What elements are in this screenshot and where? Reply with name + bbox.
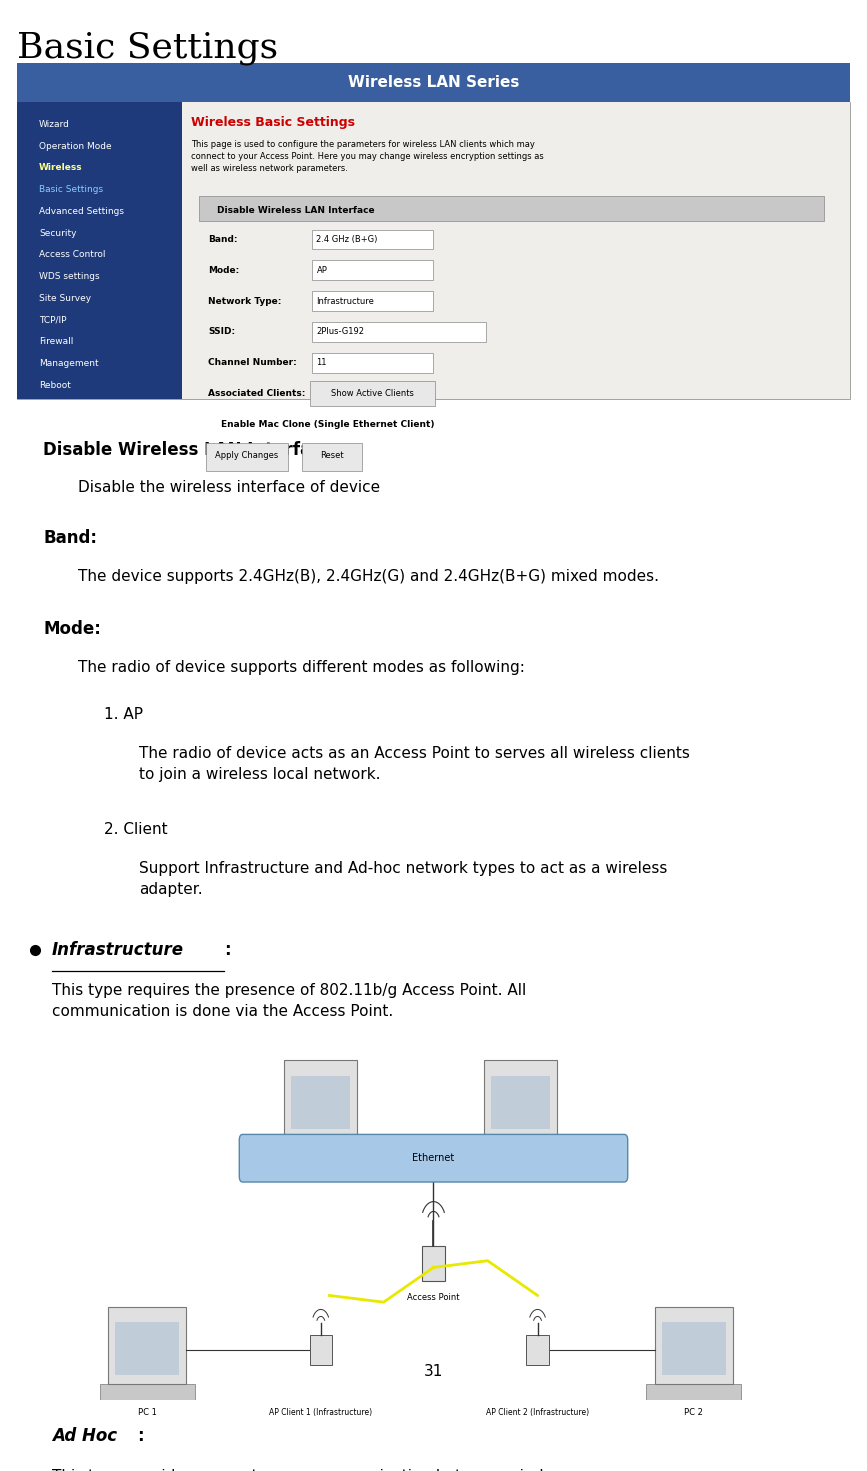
FancyBboxPatch shape [312,229,434,249]
Text: Apply Changes: Apply Changes [216,450,278,459]
Text: 1. AP: 1. AP [104,708,143,722]
Text: 11: 11 [316,359,327,368]
FancyBboxPatch shape [312,353,434,372]
FancyBboxPatch shape [17,63,850,103]
FancyBboxPatch shape [422,1246,445,1281]
Text: SSID:: SSID: [208,328,235,337]
FancyBboxPatch shape [491,1075,550,1128]
FancyBboxPatch shape [310,1334,332,1365]
Text: Associated Clients:: Associated Clients: [208,388,305,399]
Text: Access Point: Access Point [407,1293,460,1302]
Text: Support Infrastructure and Ad-hoc network types to act as a wireless
adapter.: Support Infrastructure and Ad-hoc networ… [139,862,667,897]
Text: :: : [224,941,231,959]
FancyBboxPatch shape [291,1075,350,1128]
FancyBboxPatch shape [484,1061,557,1137]
Text: Security: Security [39,228,76,238]
FancyBboxPatch shape [115,1322,179,1375]
Text: Band:: Band: [208,235,238,244]
Text: Network Type:: Network Type: [208,297,282,306]
FancyBboxPatch shape [17,103,850,399]
FancyBboxPatch shape [312,291,434,310]
Text: 2.4 GHz (B+G): 2.4 GHz (B+G) [316,235,378,244]
Text: AP: AP [316,266,328,275]
FancyBboxPatch shape [239,1134,628,1183]
Text: This page is used to configure the parameters for wireless LAN clients which may: This page is used to configure the param… [191,140,544,172]
FancyBboxPatch shape [17,103,182,399]
Text: Wizard: Wizard [39,119,70,129]
FancyBboxPatch shape [284,1061,357,1137]
Text: PC 1: PC 1 [138,1408,157,1417]
Text: Firewall: Firewall [39,337,74,347]
Text: Disable the wireless interface of device: Disable the wireless interface of device [78,481,380,496]
FancyBboxPatch shape [655,1306,733,1384]
FancyBboxPatch shape [475,1137,565,1155]
Text: Ad Hoc: Ad Hoc [52,1427,117,1445]
Text: Reset: Reset [320,450,343,459]
Text: 31: 31 [424,1365,443,1380]
Text: Ethernet: Ethernet [413,1153,454,1164]
Text: The radio of device acts as an Access Point to serves all wireless clients
to jo: The radio of device acts as an Access Po… [139,746,689,783]
FancyBboxPatch shape [276,1137,366,1155]
FancyBboxPatch shape [100,1384,195,1400]
Text: Infrastructure: Infrastructure [316,297,375,306]
Text: Basic Settings: Basic Settings [17,31,278,65]
Text: Disable Wireless LAN Interface: Disable Wireless LAN Interface [43,441,333,459]
Text: AP Client 2 (Infrastructure): AP Client 2 (Infrastructure) [486,1408,589,1417]
Text: The radio of device supports different modes as following:: The radio of device supports different m… [78,659,525,675]
FancyBboxPatch shape [312,260,434,279]
FancyBboxPatch shape [312,322,486,341]
FancyBboxPatch shape [646,1384,741,1400]
Text: 2. Client: 2. Client [104,822,167,837]
FancyBboxPatch shape [199,196,824,221]
FancyBboxPatch shape [302,443,362,471]
FancyBboxPatch shape [108,1306,186,1384]
Text: Band:: Band: [43,530,97,547]
Text: TCP/IP: TCP/IP [39,316,67,325]
Text: Mode:: Mode: [43,621,101,638]
FancyBboxPatch shape [206,443,288,471]
Text: Infrastructure: Infrastructure [52,941,184,959]
Text: This type requires the presence of 802.11b/g Access Point. All
communication is : This type requires the presence of 802.1… [52,983,526,1019]
Text: :: : [137,1427,144,1445]
Text: Wireless: Wireless [39,163,82,172]
Text: Show Active Clients: Show Active Clients [331,388,414,399]
Text: AP Client 1 (Infrastructure): AP Client 1 (Infrastructure) [270,1408,372,1417]
Text: Management: Management [39,359,99,368]
Text: 2Plus-G192: 2Plus-G192 [316,328,364,337]
Text: Advanced Settings: Advanced Settings [39,207,124,216]
Text: Reboot: Reboot [39,381,71,390]
Text: This type provides a peer-to-peer communication between wireless: This type provides a peer-to-peer commun… [52,1470,569,1471]
FancyBboxPatch shape [182,103,850,399]
FancyBboxPatch shape [526,1334,549,1365]
Text: Access Control: Access Control [39,250,106,259]
Text: Channel Number:: Channel Number: [208,359,297,368]
Text: WDS settings: WDS settings [39,272,100,281]
FancyBboxPatch shape [662,1322,726,1375]
Text: Site Survey: Site Survey [39,294,91,303]
Text: Mode:: Mode: [208,266,239,275]
Text: Enable Mac Clone (Single Ethernet Client): Enable Mac Clone (Single Ethernet Client… [221,419,434,430]
Text: Basic Settings: Basic Settings [39,185,103,194]
Text: The device supports 2.4GHz(B), 2.4GHz(G) and 2.4GHz(B+G) mixed modes.: The device supports 2.4GHz(B), 2.4GHz(G)… [78,569,659,584]
Text: PC 2: PC 2 [684,1408,703,1417]
Text: Wireless Basic Settings: Wireless Basic Settings [191,116,355,129]
FancyBboxPatch shape [310,381,435,406]
Text: Operation Mode: Operation Mode [39,141,112,150]
Text: Wireless LAN Series: Wireless LAN Series [348,75,519,90]
Text: Disable Wireless LAN Interface: Disable Wireless LAN Interface [217,206,375,215]
